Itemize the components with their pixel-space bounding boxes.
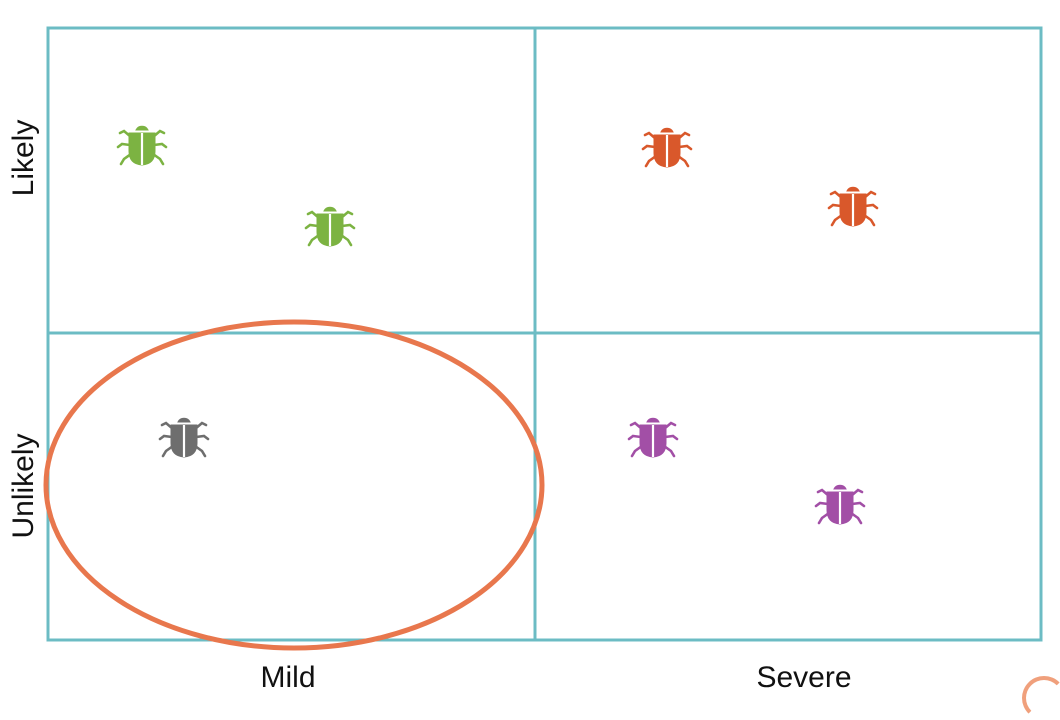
y-axis-label-top: Likely xyxy=(7,119,40,197)
quadrant-likely-mild xyxy=(116,125,356,248)
bug-icon xyxy=(827,186,879,228)
bug-icon xyxy=(814,484,866,526)
y-axis-label-bottom: Unlikely xyxy=(7,433,40,539)
bug-icon xyxy=(116,125,168,167)
quadrant-likely-severe xyxy=(641,127,879,228)
x-axis-label-right: Severe xyxy=(756,661,852,694)
corner-decoration xyxy=(1022,676,1060,720)
quadrant-unlikely-severe xyxy=(627,417,866,526)
risk-matrix-diagram: Likely Unlikely Mild Severe xyxy=(7,26,1060,720)
bug-icon xyxy=(304,206,356,248)
matrix-grid xyxy=(43,26,1043,651)
highlight-ellipse xyxy=(43,319,545,651)
bug-icon xyxy=(641,127,693,169)
bug-icon xyxy=(627,417,679,459)
quadrant-unlikely-mild xyxy=(158,417,210,459)
bug-icon xyxy=(158,417,210,459)
x-axis-label-left: Mild xyxy=(260,661,316,694)
